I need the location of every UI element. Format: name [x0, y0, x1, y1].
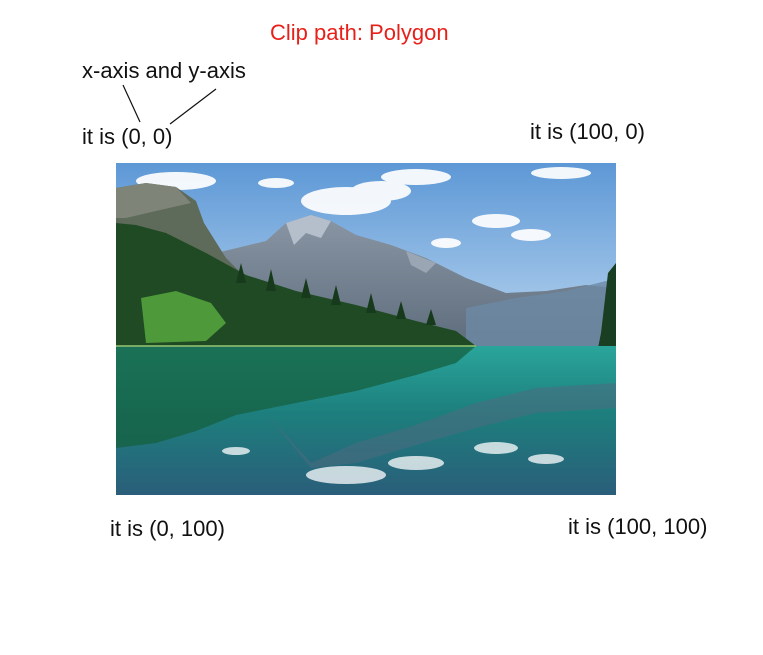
landscape-illustration: [116, 163, 616, 495]
left-cliff-rock: [116, 183, 191, 218]
mountain-highlight: [286, 215, 331, 245]
mountain-reflection: [266, 383, 616, 468]
right-hills: [466, 281, 616, 348]
landscape-image: [116, 163, 616, 495]
clouds: [136, 167, 591, 248]
right-tree-edge: [596, 263, 616, 363]
title: Clip path: Polygon: [270, 20, 449, 45]
tree-tips: [236, 263, 436, 325]
corner-label-bottom-left: it is (0, 100): [110, 516, 225, 541]
corner-label-bottom-right: it is (100, 100): [568, 514, 708, 539]
forest-reflection: [116, 346, 476, 448]
meadow: [141, 291, 226, 343]
x-axis-pointer-line: [122, 84, 141, 123]
cloud-reflections: [222, 442, 564, 484]
corner-label-top-left: it is (0, 0): [82, 124, 173, 149]
corner-label-top-right: it is (100, 0): [530, 119, 645, 144]
shoreline: [116, 345, 476, 347]
y-axis-pointer-line: [169, 88, 217, 125]
axis-label: x-axis and y-axis: [82, 58, 246, 83]
mountain-ridge: [406, 251, 436, 273]
